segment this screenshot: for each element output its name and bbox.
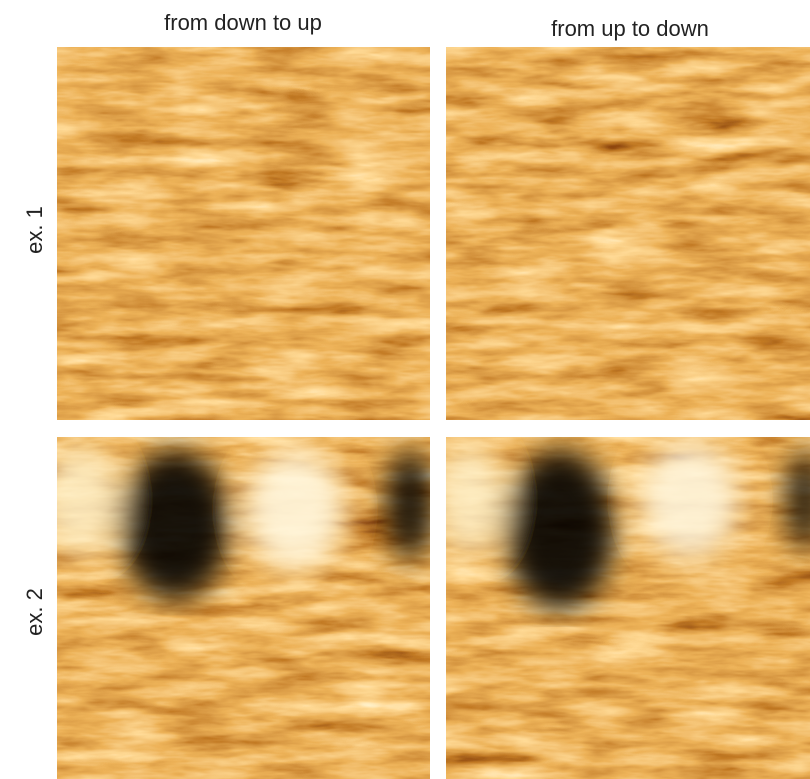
afm-image — [40, 437, 435, 779]
figure: from down to up from up to down ex. 1 ex… — [0, 0, 810, 779]
column-header: from down to up — [164, 10, 322, 35]
afm-image — [446, 47, 810, 420]
afm-image — [435, 437, 810, 779]
afm-image — [57, 47, 430, 420]
row-label: ex. 1 — [22, 206, 47, 254]
column-header: from up to down — [551, 16, 709, 41]
row-label: ex. 2 — [22, 588, 47, 636]
